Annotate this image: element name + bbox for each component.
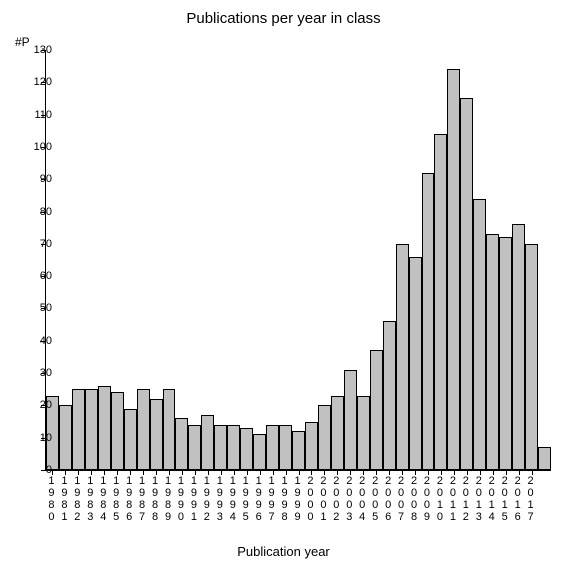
bar [240,428,253,470]
bar [357,396,370,470]
xtick-label: 2005 [369,475,382,523]
bar [150,399,163,470]
bars-group [46,50,551,470]
xtick-label: 2000 [304,475,317,523]
xtick-label: 1985 [110,475,123,523]
xtick-label: 2003 [343,475,356,523]
chart-title: Publications per year in class [0,10,567,27]
xtick-label: 1997 [265,475,278,523]
xtick-label: 1991 [187,475,200,523]
bar [227,425,240,470]
bar [59,405,72,470]
bar [409,257,422,470]
chart-container: Publications per year in class #P 010203… [0,0,567,567]
bar [396,244,409,470]
bar [512,224,525,470]
x-axis-label: Publication year [0,544,567,559]
xtick-label: 2015 [498,475,511,523]
xtick-label: 2014 [485,475,498,523]
bar [201,415,214,470]
xtick-label: 2002 [330,475,343,523]
bar [253,434,266,470]
ytick-label: 20 [22,399,52,411]
xtick-label: 2016 [511,475,524,523]
bar [447,69,460,470]
ytick-label: 120 [22,76,52,88]
bar [344,370,357,470]
bar [214,425,227,470]
xtick-label: 1987 [136,475,149,523]
xtick-label: 1994 [226,475,239,523]
xtick-label: 2010 [433,475,446,523]
xtick-label: 2001 [317,475,330,523]
xtick-label: 1981 [58,475,71,523]
xtick-label: 2017 [524,475,537,523]
bar [383,321,396,470]
ytick-label: 80 [22,206,52,218]
xtick-label: 2012 [459,475,472,523]
bar [422,173,435,470]
xtick-label: 1995 [239,475,252,523]
bar [98,386,111,470]
bar [188,425,201,470]
bar [85,389,98,470]
ytick-label: 130 [22,44,52,56]
bar [279,425,292,470]
bar [292,431,305,470]
xtick-label: 1996 [252,475,265,523]
xtick-label: 1988 [149,475,162,523]
xtick-label: 1999 [291,475,304,523]
bar [473,199,486,470]
ytick-label: 90 [22,173,52,185]
bar [124,409,137,470]
bar [331,396,344,470]
xtick-label: 1984 [97,475,110,523]
ytick-label: 40 [22,335,52,347]
xtick-label: 1998 [278,475,291,523]
xtick-label: 2004 [356,475,369,523]
bar [111,392,124,470]
xtick-label: 1990 [174,475,187,523]
xtick-label: 2011 [446,475,459,523]
xtick-label: 2008 [408,475,421,523]
bar [538,447,551,470]
xtick-label: 1986 [123,475,136,523]
bar [163,389,176,470]
xtick-label: 1980 [45,475,58,523]
bar [434,134,447,470]
bar [72,389,85,470]
ytick-label: 10 [22,432,52,444]
ytick-label: 60 [22,270,52,282]
xtick-label: 1992 [200,475,213,523]
bar [305,422,318,470]
ytick-label: 50 [22,302,52,314]
bar [499,237,512,470]
xtick-label: 2013 [472,475,485,523]
xtick-label: 1993 [213,475,226,523]
bar [460,98,473,470]
xtick-label: 2006 [382,475,395,523]
bar [175,418,188,470]
xtick-label: 2009 [420,475,433,523]
xtick-label: 1983 [84,475,97,523]
bar [318,405,331,470]
ytick-label: 110 [22,109,52,121]
ytick-label: 30 [22,367,52,379]
bar [525,244,538,470]
bar [486,234,499,470]
ytick-label: 100 [22,141,52,153]
xtick-label: 1989 [162,475,175,523]
bar [137,389,150,470]
xtick-label: 2007 [395,475,408,523]
xtick-label: 1982 [71,475,84,523]
plot-area [45,50,551,471]
bar [266,425,279,470]
ytick-label: 70 [22,238,52,250]
bar [370,350,383,470]
